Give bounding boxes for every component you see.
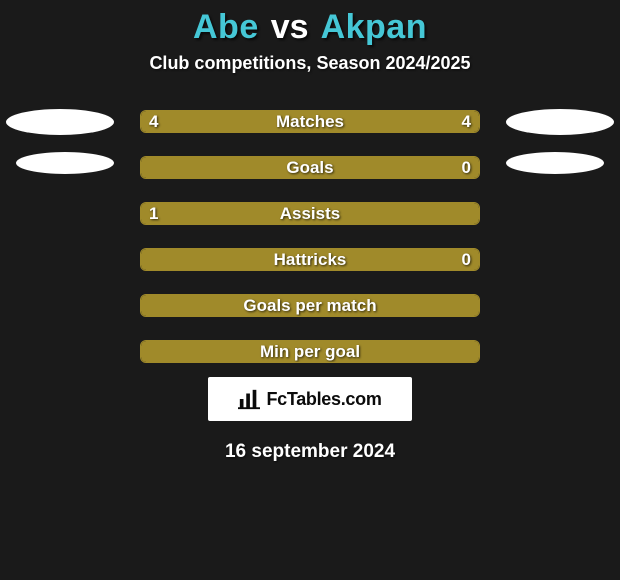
title-row: Abe vs Akpan: [193, 8, 427, 47]
bars-icon: [238, 388, 260, 410]
stat-row: 0Goals: [0, 156, 620, 179]
bar-track: Goals per match: [140, 294, 480, 317]
stat-row: 44Matches: [0, 110, 620, 133]
subtitle: Club competitions, Season 2024/2025: [149, 53, 470, 74]
footer-logo-text: FcTables.com: [266, 389, 381, 410]
stat-label: Goals per match: [141, 295, 479, 316]
left-ellipse: [6, 109, 114, 135]
stat-label: Assists: [141, 203, 479, 224]
bar-track: 0Hattricks: [140, 248, 480, 271]
bar-track: 0Goals: [140, 156, 480, 179]
bar-track: 1Assists: [140, 202, 480, 225]
player-b-name: Akpan: [321, 8, 427, 47]
stat-label: Min per goal: [141, 341, 479, 362]
stat-rows: 44Matches 0Goals 1Assists 0Hattricks Goals p…: [0, 110, 620, 363]
bar-track: 44Matches: [140, 110, 480, 133]
stat-label: Hattricks: [141, 249, 479, 270]
left-ellipse: [16, 152, 114, 174]
stat-row: 0Hattricks: [0, 248, 620, 271]
comparison-card: Abe vs Akpan Club competitions, Season 2…: [0, 0, 620, 580]
player-a-name: Abe: [193, 8, 259, 47]
footer-date: 16 september 2024: [225, 441, 395, 463]
stat-row: 1Assists: [0, 202, 620, 225]
right-ellipse: [506, 152, 604, 174]
right-ellipse: [506, 109, 614, 135]
bar-track: Min per goal: [140, 340, 480, 363]
stat-row: Min per goal: [0, 340, 620, 363]
footer-logo: FcTables.com: [208, 377, 412, 421]
title-vs: vs: [271, 8, 309, 47]
stat-label: Matches: [141, 111, 479, 132]
stat-label: Goals: [141, 157, 479, 178]
stat-row: Goals per match: [0, 294, 620, 317]
